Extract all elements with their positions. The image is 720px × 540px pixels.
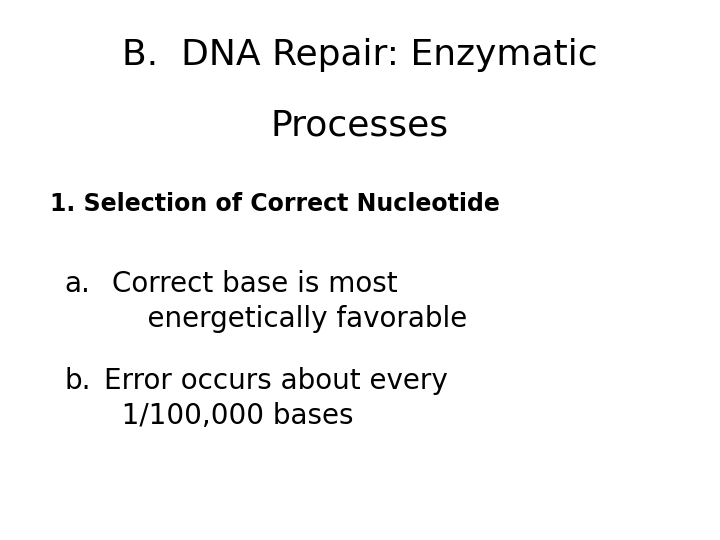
Text: Error occurs about every
  1/100,000 bases: Error occurs about every 1/100,000 bases: [104, 367, 448, 430]
Text: Correct base is most
    energetically favorable: Correct base is most energetically favor…: [112, 270, 467, 333]
Text: a.: a.: [65, 270, 91, 298]
Text: Processes: Processes: [271, 108, 449, 142]
Text: b.: b.: [65, 367, 91, 395]
Text: 1. Selection of Correct Nucleotide: 1. Selection of Correct Nucleotide: [50, 192, 500, 215]
Text: B.  DNA Repair: Enzymatic: B. DNA Repair: Enzymatic: [122, 38, 598, 72]
